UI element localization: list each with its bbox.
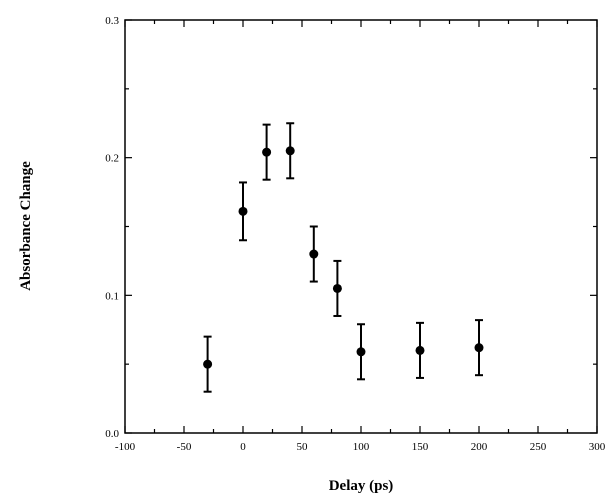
x-tick-label: 100 [353, 441, 370, 453]
data-points [203, 122, 484, 393]
x-tick-label: 300 [589, 441, 606, 453]
data-point [262, 147, 272, 157]
x-axis-ticks [124, 20, 598, 433]
data-point [332, 283, 342, 293]
x-tick-label: 200 [471, 441, 488, 453]
data-point [285, 146, 295, 156]
y-tick-label: 0.2 [105, 153, 119, 165]
data-point [415, 345, 425, 355]
data-point [203, 359, 213, 369]
data-point [309, 249, 319, 259]
x-axis-tick-labels: -100 -50 0 50 100 150 200 250 300 [115, 441, 606, 453]
x-tick-label: -100 [115, 441, 136, 453]
y-tick-label: 0.3 [105, 15, 119, 27]
data-point [238, 206, 248, 216]
x-tick-label: -50 [177, 441, 192, 453]
y-tick-label: 0.1 [105, 290, 119, 302]
x-tick-label: 250 [530, 441, 547, 453]
x-tick-label: 50 [297, 441, 309, 453]
y-axis-ticks [125, 19, 597, 434]
x-tick-label: 150 [412, 441, 429, 453]
data-point [474, 343, 484, 353]
data-point [356, 347, 366, 357]
y-axis-title: Absorbance Change [18, 161, 34, 291]
y-axis-tick-labels: 0.0 0.1 0.2 0.3 [105, 15, 119, 440]
y-tick-label: 0.0 [105, 428, 119, 440]
x-tick-label: 0 [240, 441, 246, 453]
x-axis-title: Delay (ps) [329, 478, 394, 494]
